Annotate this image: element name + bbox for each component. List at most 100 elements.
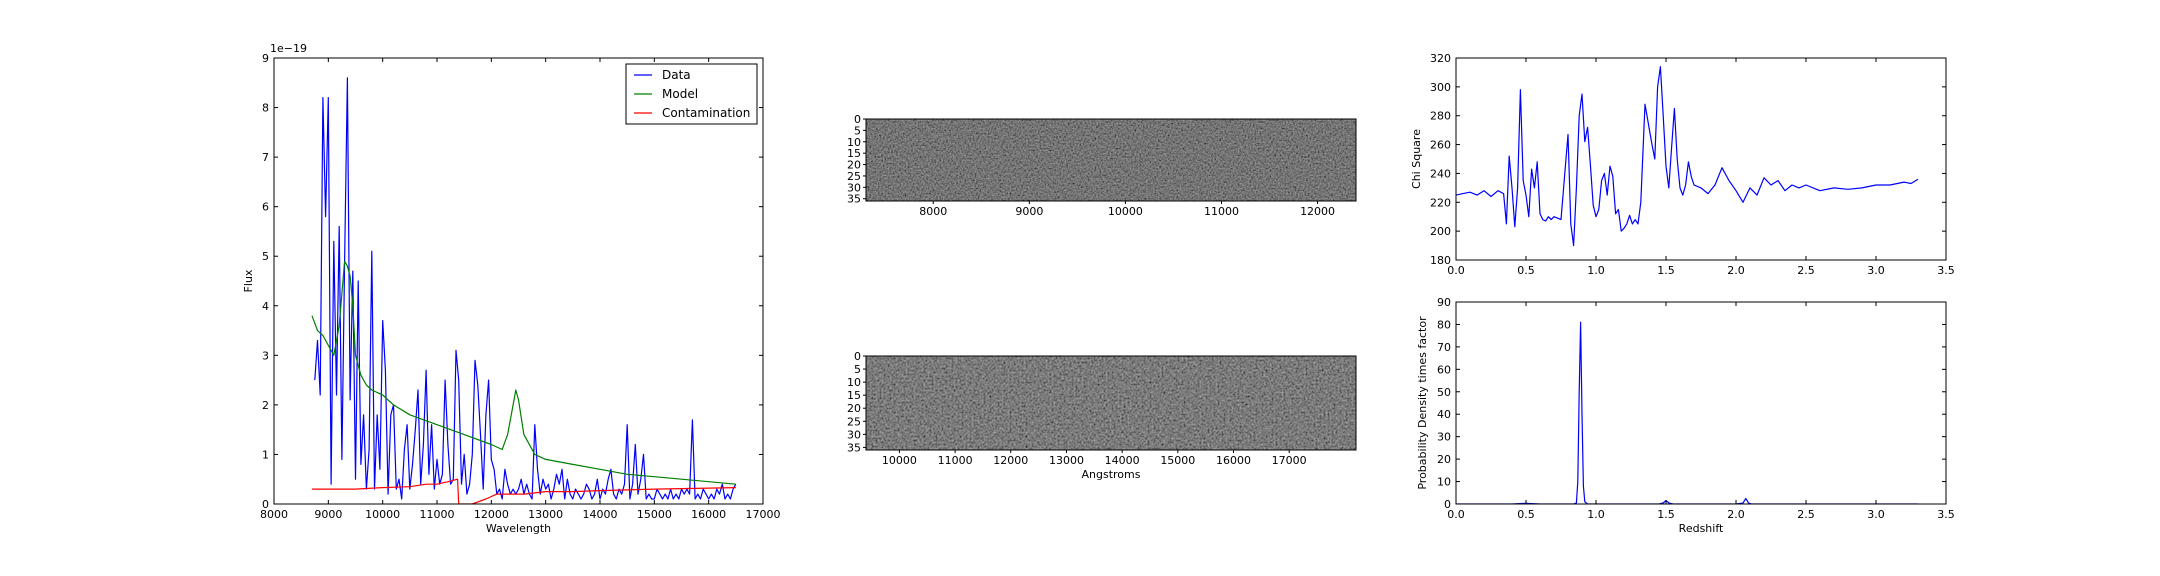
- x-tick-label: 17000: [1272, 454, 1307, 467]
- y-tick-label: 40: [1437, 408, 1451, 421]
- y-tick-label: 4: [262, 300, 269, 313]
- y-tick-label: 0: [262, 498, 269, 511]
- x-tick-label: 11000: [938, 454, 973, 467]
- x-tick-label: 3.0: [1867, 508, 1885, 521]
- y-tick-label: 90: [1437, 296, 1451, 309]
- x-tick-label: 16000: [691, 508, 726, 521]
- y-tick-label: 35: [847, 441, 861, 454]
- y-tick-label: 30: [847, 428, 861, 441]
- x-axis-label: Redshift: [1679, 522, 1724, 535]
- y-tick-label: 200: [1430, 225, 1451, 238]
- y-tick-label: 3: [262, 349, 269, 362]
- axes-image-bottom: 10000 11000 12000 13000 14000 15000 16000 17000…: [847, 350, 1357, 481]
- x-tick-label: 10000: [882, 454, 917, 467]
- x-tick-label: 14000: [583, 508, 618, 521]
- x-axis-label: Angstroms: [1082, 468, 1141, 481]
- y-tick-label: 280: [1430, 110, 1451, 123]
- y-tick-label: 20: [847, 402, 861, 415]
- x-tick-label: 10000: [365, 508, 400, 521]
- series-probability-0-line: [1456, 321, 1918, 504]
- y-axis-label: Chi Square: [1410, 129, 1423, 189]
- legend: Data Model Contamination: [625, 63, 758, 125]
- y-tick-label: 9: [262, 52, 269, 65]
- axes-frame: [1455, 57, 1947, 261]
- y-tick-label: 7: [262, 151, 269, 164]
- x-tick-label: 17000: [746, 508, 781, 521]
- x-tick-label: 8000: [919, 205, 947, 218]
- y-tick-label: 70: [1437, 341, 1451, 354]
- series-chi-square-0-line: [1456, 66, 1919, 247]
- y-tick-label: 10: [1437, 476, 1451, 489]
- y-tick-label: 1: [262, 448, 269, 461]
- y-offset-label: 1e−19: [270, 42, 307, 55]
- y-tick-label: 8: [262, 102, 269, 115]
- y-tick-label: 60: [1437, 363, 1451, 376]
- y-tick-label: 6: [262, 201, 269, 214]
- x-tick-label: 2.0: [1727, 264, 1745, 277]
- y-tick-label: 10: [847, 376, 861, 389]
- y-tick-label: 20: [847, 159, 861, 172]
- x-tick-label: 8000: [260, 508, 288, 521]
- x-tick-label: 2.5: [1797, 264, 1815, 277]
- heatmap-noise: [866, 356, 1356, 450]
- x-tick-label: 1.0: [1587, 508, 1605, 521]
- x-tick-label: 2.0: [1727, 508, 1745, 521]
- x-tick-label: 11000: [1204, 205, 1239, 218]
- y-tick-label: 30: [847, 181, 861, 194]
- axes-probability: 0.0 0.5 1.0 1.5 2.0 2.5 3.0 3.5 0 10 20 30 40 50 60 70 8…: [1416, 296, 1955, 535]
- x-tick-label: 0.5: [1517, 508, 1535, 521]
- x-tick-label: 9000: [1015, 205, 1043, 218]
- y-tick-label: 2: [262, 399, 269, 412]
- y-tick-label: 5: [854, 124, 861, 137]
- axes-frame: [865, 355, 1357, 451]
- axes-chi-square: 0.0 0.5 1.0 1.5 2.0 2.5 3.0 3.5 180 200 220 240 260 2…: [1410, 52, 1955, 277]
- x-tick-label: 13000: [1049, 454, 1084, 467]
- x-tick-label: 12000: [1300, 205, 1335, 218]
- x-tick-label: 0.5: [1517, 264, 1535, 277]
- x-tick-label: 15000: [637, 508, 672, 521]
- heatmap-noise: [866, 119, 1356, 201]
- legend-model-label: Model: [662, 87, 698, 101]
- y-tick-label: 180: [1430, 254, 1451, 267]
- x-tick-label: 12000: [993, 454, 1028, 467]
- y-tick-label: 0: [854, 350, 861, 363]
- x-tick-label: 13000: [528, 508, 563, 521]
- y-tick-label: 15: [847, 147, 861, 160]
- y-axis-label: Flux: [242, 269, 255, 292]
- y-tick-label: 260: [1430, 139, 1451, 152]
- y-tick-label: 20: [1437, 453, 1451, 466]
- y-tick-label: 240: [1430, 167, 1451, 180]
- x-tick-label: 1.5: [1657, 508, 1675, 521]
- x-tick-label: 1.5: [1657, 264, 1675, 277]
- plot-area: [1456, 66, 1919, 247]
- y-tick-label: 5: [262, 250, 269, 263]
- y-tick-label: 25: [847, 170, 861, 183]
- y-tick-label: 25: [847, 415, 861, 428]
- x-tick-label: 9000: [314, 508, 342, 521]
- x-tick-label: 2.5: [1797, 508, 1815, 521]
- x-tick-label: 3.0: [1867, 264, 1885, 277]
- x-tick-label: 0.0: [1447, 264, 1465, 277]
- y-tick-label: 80: [1437, 318, 1451, 331]
- axes-frame: [273, 57, 764, 505]
- x-tick-label: 3.5: [1937, 508, 1955, 521]
- y-tick-label: 30: [1437, 431, 1451, 444]
- x-tick-label: 16000: [1216, 454, 1251, 467]
- axes-frame: [865, 118, 1357, 202]
- y-tick-label: 50: [1437, 386, 1451, 399]
- series-contamination-line: [312, 478, 736, 504]
- y-tick-label: 300: [1430, 81, 1451, 94]
- x-tick-label: 15000: [1160, 454, 1195, 467]
- series-model-line: [311, 260, 736, 485]
- y-tick-label: 15: [847, 389, 861, 402]
- x-tick-label: 12000: [474, 508, 509, 521]
- y-tick-label: 5: [854, 363, 861, 376]
- y-tick-label: 0: [1444, 498, 1451, 511]
- x-tick-label: 3.5: [1937, 264, 1955, 277]
- y-tick-label: 35: [847, 193, 861, 206]
- x-tick-label: 10000: [1108, 205, 1143, 218]
- y-axis-label: Probability Density times factor: [1416, 316, 1429, 490]
- series-data-line: [314, 77, 737, 500]
